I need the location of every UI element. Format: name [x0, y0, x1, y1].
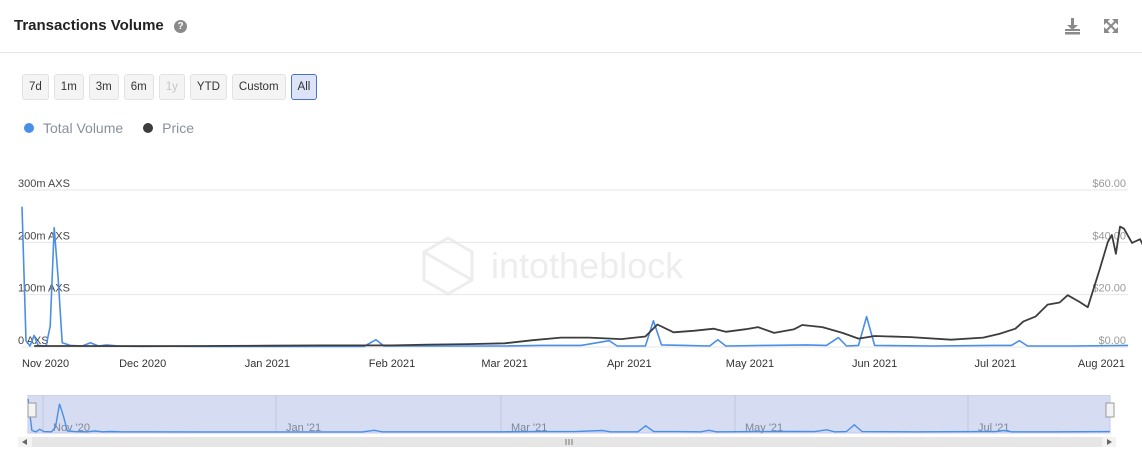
expand-icon[interactable] — [1101, 16, 1121, 36]
y-left-tick-label: 200m AXS — [18, 230, 70, 242]
navigator-handle-left — [27, 402, 37, 418]
range-button-ytd[interactable]: YTD — [189, 74, 227, 100]
navigator-label: Jan '21 — [286, 422, 321, 434]
x-tick-label: Apr 2021 — [607, 358, 652, 370]
chart-header: Transactions Volume ? — [0, 0, 1142, 53]
range-button-1m[interactable]: 1m — [53, 74, 84, 100]
x-tick-label: Nov 2020 — [22, 358, 69, 370]
x-tick-label: Jan 2021 — [245, 358, 290, 370]
question-circle-icon[interactable]: ? — [174, 20, 187, 33]
y-right-tick-label: $60.00 — [1092, 178, 1126, 190]
range-navigator[interactable]: Nov '20 Jan '21 Mar '21 May '21 Jul '21 — [18, 395, 1116, 447]
series-line-total-volume — [21, 206, 1129, 348]
y-right-tick-label: $0.00 — [1098, 335, 1126, 347]
x-tick-label: May 2021 — [726, 358, 774, 370]
watermark-logo-line — [423, 250, 473, 282]
navigator-series-line — [27, 398, 1111, 433]
x-tick-label: Mar 2021 — [481, 358, 527, 370]
legend-item-total-volume[interactable]: Total Volume — [24, 120, 123, 136]
range-selector: 7d 1m 3m 6m 1y YTD Custom All — [22, 74, 318, 100]
legend-item-price[interactable]: Price — [143, 120, 194, 136]
x-tick-label: Feb 2021 — [369, 358, 415, 370]
watermark-text: intotheblock — [491, 245, 684, 286]
range-button-7d[interactable]: 7d — [22, 74, 49, 100]
range-button-6m[interactable]: 6m — [123, 74, 154, 100]
watermark-logo-icon — [422, 236, 474, 296]
download-icon[interactable] — [1062, 16, 1082, 36]
navigator-scrollbar-thumb — [32, 437, 1102, 447]
chart-legend: Total Volume Price — [24, 120, 194, 136]
y-left-tick-label: 100m AXS — [18, 283, 70, 295]
y-left-tick-label: 300m AXS — [18, 178, 70, 190]
x-tick-label: Aug 2021 — [1078, 358, 1125, 370]
legend-marker-total-volume — [24, 123, 34, 133]
scroll-left-arrow-icon — [22, 439, 27, 445]
scroll-right-arrow-icon — [1107, 439, 1112, 445]
legend-marker-price — [143, 123, 154, 133]
x-tick-label: Dec 2020 — [119, 358, 166, 370]
legend-label-total-volume: Total Volume — [43, 120, 124, 136]
range-button-3m[interactable]: 3m — [88, 74, 119, 100]
range-button-all[interactable]: All — [290, 74, 318, 100]
legend-label-price: Price — [162, 120, 195, 136]
navigator-selection — [27, 395, 1111, 434]
y-right-tick-label: $20.00 — [1092, 283, 1126, 295]
x-tick-label: Jul 2021 — [974, 358, 1016, 370]
chart-title: Transactions Volume — [14, 17, 164, 34]
range-button-custom[interactable]: Custom — [231, 74, 286, 100]
series-line-price — [34, 225, 1142, 348]
watermark: intotheblock — [422, 236, 684, 296]
navigator-handle-right — [1105, 402, 1115, 418]
x-tick-label: Jun 2021 — [852, 358, 897, 370]
range-button-1y: 1y — [158, 74, 185, 100]
